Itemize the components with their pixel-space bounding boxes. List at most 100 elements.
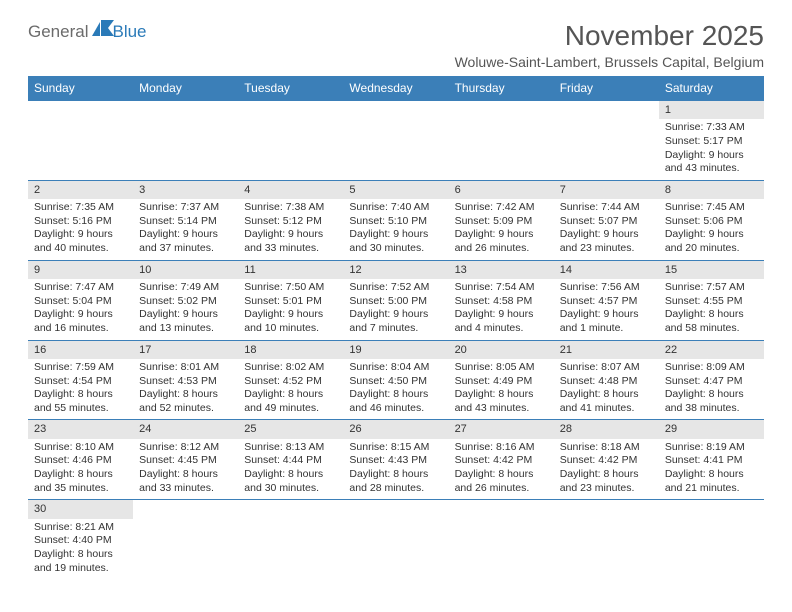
day-line-d1: Daylight: 8 hours (455, 388, 548, 402)
day-body: Sunrise: 8:04 AMSunset: 4:50 PMDaylight:… (343, 359, 448, 420)
day-line-ss: Sunset: 5:09 PM (455, 215, 548, 229)
day-line-sr: Sunrise: 7:59 AM (34, 361, 127, 375)
day-cell: 4Sunrise: 7:38 AMSunset: 5:12 PMDaylight… (238, 181, 343, 260)
day-number: 25 (238, 420, 343, 438)
day-line-ss: Sunset: 4:40 PM (34, 534, 127, 548)
day-line-d2: and 19 minutes. (34, 562, 127, 576)
day-headers-row: SundayMondayTuesdayWednesdayThursdayFrid… (28, 76, 764, 101)
day-line-d1: Daylight: 8 hours (560, 468, 653, 482)
day-cell: 10Sunrise: 7:49 AMSunset: 5:02 PMDayligh… (133, 261, 238, 340)
page-header: General Blue November 2025 Woluwe-Saint-… (28, 20, 764, 70)
day-line-sr: Sunrise: 7:35 AM (34, 201, 127, 215)
day-line-d1: Daylight: 8 hours (244, 468, 337, 482)
day-line-d1: Daylight: 8 hours (139, 388, 232, 402)
day-number: 20 (449, 341, 554, 359)
day-line-sr: Sunrise: 7:52 AM (349, 281, 442, 295)
day-cell: 8Sunrise: 7:45 AMSunset: 5:06 PMDaylight… (659, 181, 764, 260)
day-header: Wednesday (343, 76, 448, 101)
day-body: Sunrise: 7:49 AMSunset: 5:02 PMDaylight:… (133, 279, 238, 340)
day-body: Sunrise: 7:40 AMSunset: 5:10 PMDaylight:… (343, 199, 448, 260)
day-line-d1: Daylight: 8 hours (244, 388, 337, 402)
day-line-sr: Sunrise: 7:44 AM (560, 201, 653, 215)
day-header: Friday (554, 76, 659, 101)
day-body: Sunrise: 8:01 AMSunset: 4:53 PMDaylight:… (133, 359, 238, 420)
day-line-d1: Daylight: 9 hours (455, 228, 548, 242)
day-line-sr: Sunrise: 8:18 AM (560, 441, 653, 455)
day-line-ss: Sunset: 4:43 PM (349, 454, 442, 468)
day-cell (449, 101, 554, 180)
day-line-d1: Daylight: 8 hours (34, 388, 127, 402)
day-body: Sunrise: 7:37 AMSunset: 5:14 PMDaylight:… (133, 199, 238, 260)
day-cell: 19Sunrise: 8:04 AMSunset: 4:50 PMDayligh… (343, 341, 448, 420)
day-body: Sunrise: 8:21 AMSunset: 4:40 PMDaylight:… (28, 519, 133, 580)
day-line-ss: Sunset: 5:17 PM (665, 135, 758, 149)
day-body: Sunrise: 7:38 AMSunset: 5:12 PMDaylight:… (238, 199, 343, 260)
day-number: 29 (659, 420, 764, 438)
day-line-ss: Sunset: 4:55 PM (665, 295, 758, 309)
day-line-sr: Sunrise: 7:50 AM (244, 281, 337, 295)
day-body: Sunrise: 7:44 AMSunset: 5:07 PMDaylight:… (554, 199, 659, 260)
day-body: Sunrise: 7:35 AMSunset: 5:16 PMDaylight:… (28, 199, 133, 260)
day-header: Thursday (449, 76, 554, 101)
day-cell (343, 500, 448, 579)
day-cell (238, 101, 343, 180)
day-header: Saturday (659, 76, 764, 101)
day-number: 18 (238, 341, 343, 359)
day-line-d2: and 41 minutes. (560, 402, 653, 416)
day-line-ss: Sunset: 4:46 PM (34, 454, 127, 468)
day-body: Sunrise: 8:19 AMSunset: 4:41 PMDaylight:… (659, 439, 764, 500)
day-cell: 25Sunrise: 8:13 AMSunset: 4:44 PMDayligh… (238, 420, 343, 499)
week-row: 2Sunrise: 7:35 AMSunset: 5:16 PMDaylight… (28, 180, 764, 260)
day-line-ss: Sunset: 5:04 PM (34, 295, 127, 309)
day-body: Sunrise: 8:09 AMSunset: 4:47 PMDaylight:… (659, 359, 764, 420)
day-line-ss: Sunset: 4:53 PM (139, 375, 232, 389)
day-line-d1: Daylight: 9 hours (665, 149, 758, 163)
day-cell: 16Sunrise: 7:59 AMSunset: 4:54 PMDayligh… (28, 341, 133, 420)
day-cell: 26Sunrise: 8:15 AMSunset: 4:43 PMDayligh… (343, 420, 448, 499)
day-line-sr: Sunrise: 8:07 AM (560, 361, 653, 375)
day-number: 12 (343, 261, 448, 279)
day-body: Sunrise: 8:18 AMSunset: 4:42 PMDaylight:… (554, 439, 659, 500)
day-cell: 22Sunrise: 8:09 AMSunset: 4:47 PMDayligh… (659, 341, 764, 420)
day-number: 15 (659, 261, 764, 279)
logo: General Blue (28, 20, 147, 43)
day-line-ss: Sunset: 5:06 PM (665, 215, 758, 229)
day-line-d2: and 28 minutes. (349, 482, 442, 496)
day-cell: 9Sunrise: 7:47 AMSunset: 5:04 PMDaylight… (28, 261, 133, 340)
day-line-d2: and 30 minutes. (244, 482, 337, 496)
day-cell: 12Sunrise: 7:52 AMSunset: 5:00 PMDayligh… (343, 261, 448, 340)
day-line-d2: and 10 minutes. (244, 322, 337, 336)
day-body: Sunrise: 7:42 AMSunset: 5:09 PMDaylight:… (449, 199, 554, 260)
week-row: 9Sunrise: 7:47 AMSunset: 5:04 PMDaylight… (28, 260, 764, 340)
day-number: 2 (28, 181, 133, 199)
calendar-grid: SundayMondayTuesdayWednesdayThursdayFrid… (28, 76, 764, 579)
day-cell: 1Sunrise: 7:33 AMSunset: 5:17 PMDaylight… (659, 101, 764, 180)
day-line-ss: Sunset: 4:49 PM (455, 375, 548, 389)
day-body: Sunrise: 8:16 AMSunset: 4:42 PMDaylight:… (449, 439, 554, 500)
day-number: 21 (554, 341, 659, 359)
day-cell: 14Sunrise: 7:56 AMSunset: 4:57 PMDayligh… (554, 261, 659, 340)
day-line-sr: Sunrise: 7:56 AM (560, 281, 653, 295)
day-line-sr: Sunrise: 8:05 AM (455, 361, 548, 375)
day-line-d1: Daylight: 9 hours (34, 228, 127, 242)
day-line-sr: Sunrise: 8:10 AM (34, 441, 127, 455)
day-cell: 2Sunrise: 7:35 AMSunset: 5:16 PMDaylight… (28, 181, 133, 260)
day-line-ss: Sunset: 5:12 PM (244, 215, 337, 229)
day-line-d2: and 33 minutes. (139, 482, 232, 496)
day-cell: 18Sunrise: 8:02 AMSunset: 4:52 PMDayligh… (238, 341, 343, 420)
day-line-ss: Sunset: 5:02 PM (139, 295, 232, 309)
day-line-ss: Sunset: 4:42 PM (560, 454, 653, 468)
day-line-d2: and 7 minutes. (349, 322, 442, 336)
day-number: 16 (28, 341, 133, 359)
week-row: 23Sunrise: 8:10 AMSunset: 4:46 PMDayligh… (28, 419, 764, 499)
day-body: Sunrise: 7:56 AMSunset: 4:57 PMDaylight:… (554, 279, 659, 340)
day-number: 19 (343, 341, 448, 359)
day-cell (659, 500, 764, 579)
day-number: 24 (133, 420, 238, 438)
day-number: 7 (554, 181, 659, 199)
day-line-sr: Sunrise: 7:57 AM (665, 281, 758, 295)
day-line-d1: Daylight: 8 hours (139, 468, 232, 482)
day-cell: 6Sunrise: 7:42 AMSunset: 5:09 PMDaylight… (449, 181, 554, 260)
week-row: 16Sunrise: 7:59 AMSunset: 4:54 PMDayligh… (28, 340, 764, 420)
day-line-ss: Sunset: 4:47 PM (665, 375, 758, 389)
